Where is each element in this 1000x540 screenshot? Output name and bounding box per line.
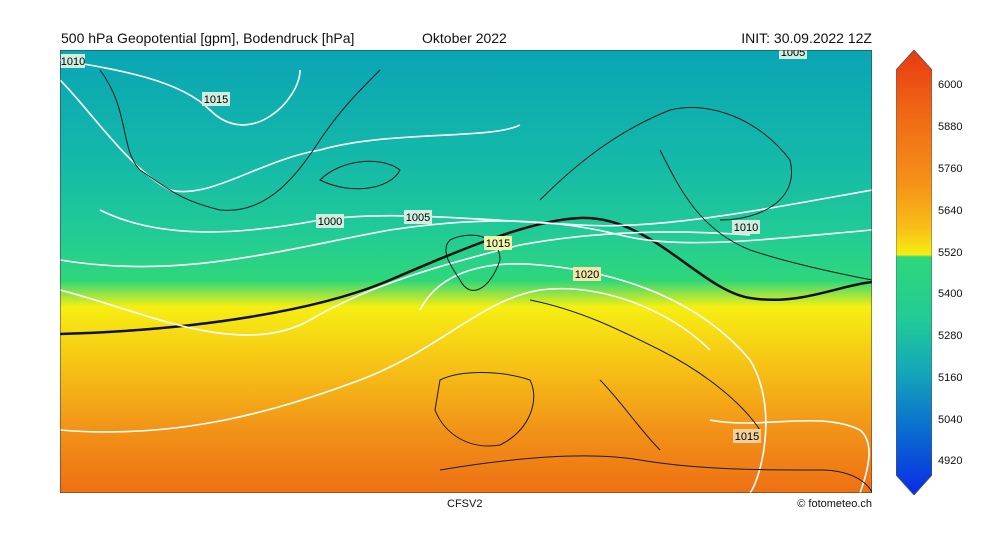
isobar-label: 1000 — [318, 216, 342, 228]
isobars — [60, 59, 872, 493]
chart-date: Oktober 2022 — [422, 30, 507, 46]
scale-tick: 4920 — [938, 455, 963, 467]
chart-title: 500 hPa Geopotential [gpm], Bodendruck [… — [61, 30, 355, 46]
coastlines — [99, 69, 872, 493]
isobar-label: 1010 — [734, 222, 758, 234]
isobar-label: 1015 — [486, 238, 510, 250]
scale-tick: 5640 — [938, 205, 963, 217]
isobar-label: 1015 — [204, 94, 228, 106]
credit-text: © fotometeo.ch — [797, 498, 872, 510]
scale-tick: 5280 — [938, 330, 963, 342]
scale-tick: 5160 — [938, 372, 963, 384]
contour-5520 — [60, 216, 872, 336]
isobar-label: 1020 — [575, 269, 599, 281]
scale-tick: 5520 — [938, 247, 963, 259]
color-scale-bar — [896, 50, 932, 495]
scale-tick: 5400 — [938, 288, 963, 300]
isobar-label: 1005 — [406, 212, 430, 224]
scale-tick: 5880 — [938, 121, 963, 133]
isobar-labels: 1010 1015 1005 1000 1005 1010 1015 1020 … — [61, 50, 807, 443]
scale-tick: 6000 — [938, 79, 963, 91]
scale-tick: 5040 — [938, 414, 963, 426]
isobar-label: 1010 — [61, 56, 85, 68]
isobar-label: 1005 — [781, 50, 805, 59]
weather-map: 1010 1015 1005 1000 1005 1010 1015 1020 … — [60, 50, 872, 493]
model-name: CFSV2 — [447, 498, 483, 510]
scale-tick: 5760 — [938, 163, 963, 175]
init-time: INIT: 30.09.2022 12Z — [741, 30, 872, 46]
isobar-label: 1015 — [735, 431, 759, 443]
